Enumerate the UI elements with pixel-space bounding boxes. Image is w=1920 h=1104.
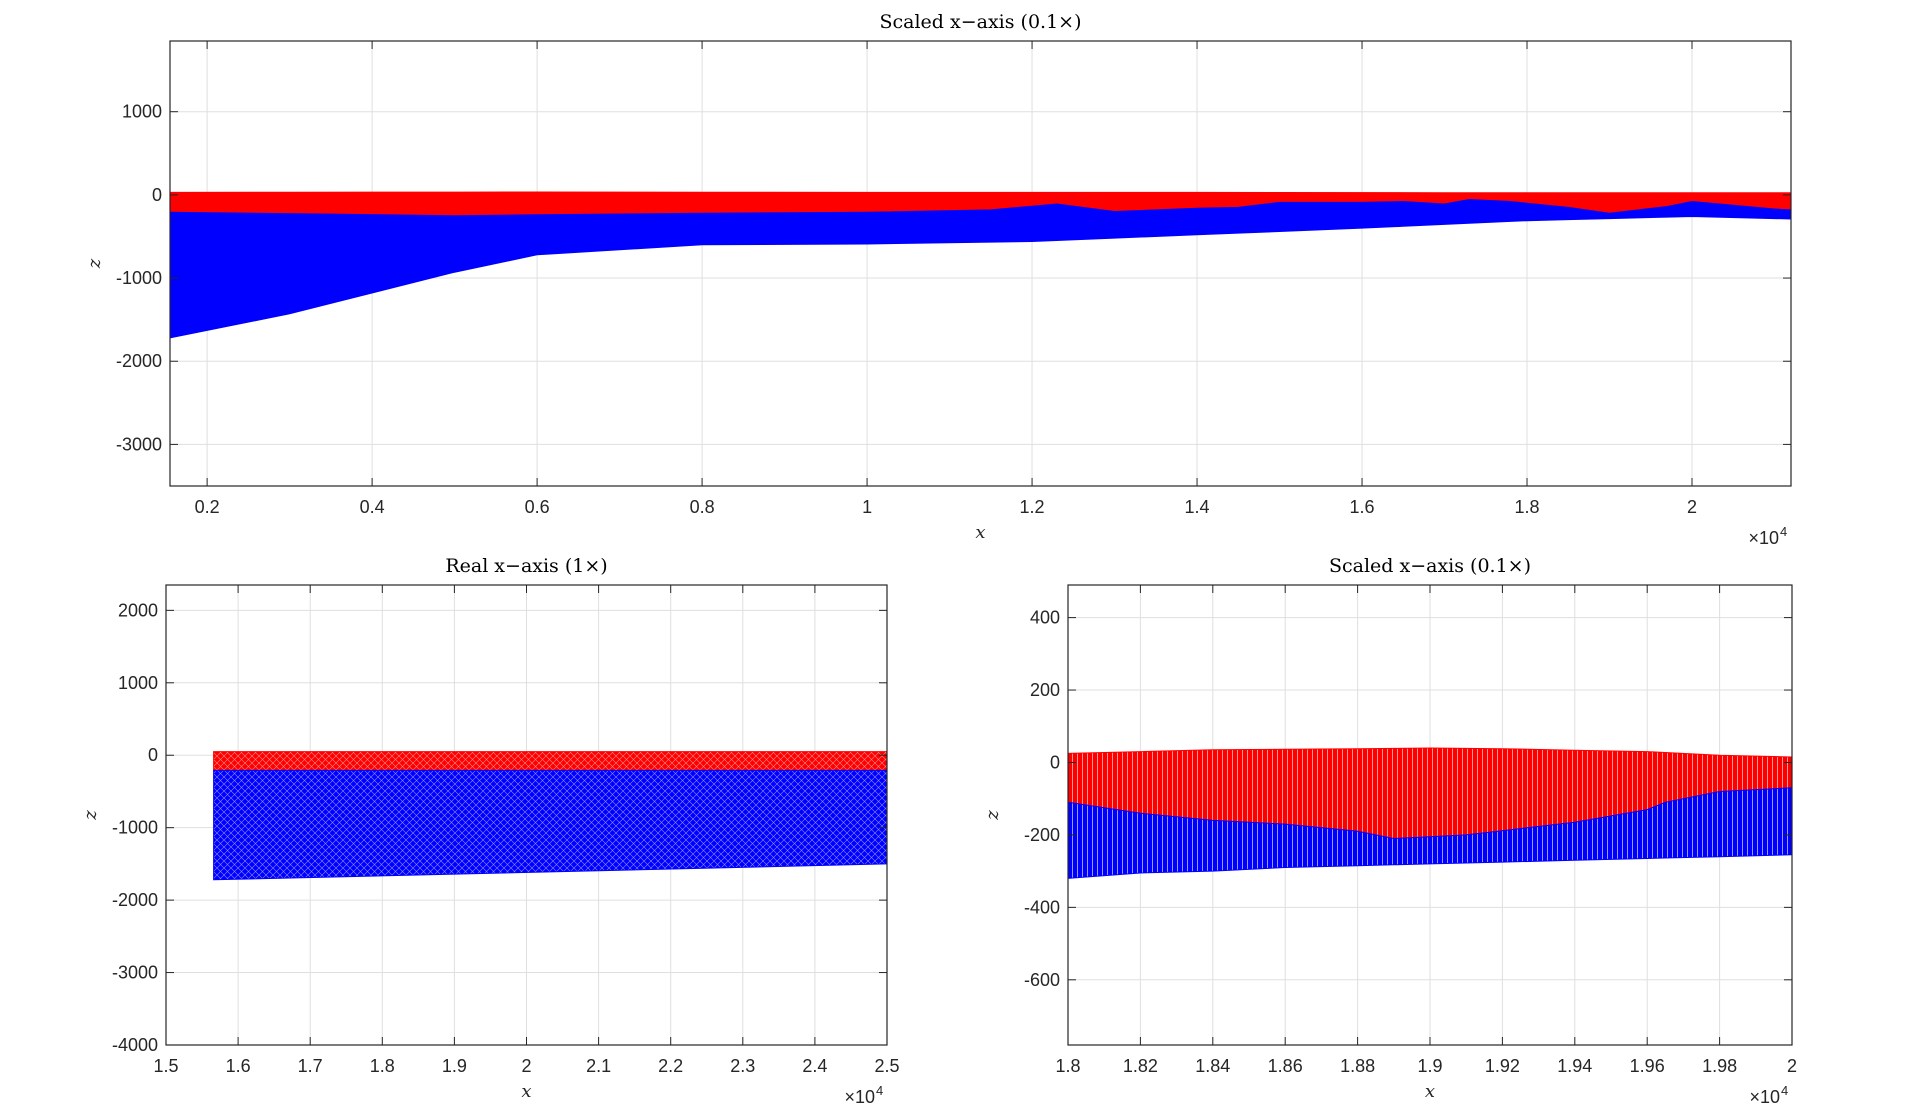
x-tick-label: 1.8 bbox=[1055, 1056, 1080, 1076]
y-tick-label: -200 bbox=[1024, 825, 1060, 845]
x-tick-label: 0.4 bbox=[360, 497, 385, 517]
x-tick-label: 2.1 bbox=[586, 1056, 611, 1076]
y-tick-label: -3000 bbox=[116, 434, 162, 454]
y-tick-label: -2000 bbox=[112, 890, 158, 910]
plot-area bbox=[1068, 747, 1792, 879]
y-tick-label: 2000 bbox=[118, 600, 158, 620]
axes-box bbox=[169, 40, 1792, 487]
x-tick-label: 1.88 bbox=[1340, 1056, 1375, 1076]
chart-title: Real x−axis (1×) bbox=[445, 555, 607, 577]
y-tick-label: -1000 bbox=[116, 268, 162, 288]
area-series-2 bbox=[1068, 787, 1792, 879]
y-tick-label: -4000 bbox=[112, 1035, 158, 1055]
x-tick-label: 2 bbox=[1687, 497, 1697, 517]
plot-area bbox=[170, 191, 1791, 339]
y-tick-label: -3000 bbox=[112, 963, 158, 983]
plot-area bbox=[213, 751, 887, 881]
x-axis-multiplier-exponent: 4 bbox=[1780, 524, 1787, 539]
chart-panel-1: 0.2 0.4 0.6 0.8 1 1.2 1.4 1.6 1.8 2 1000 0 -1000 -200… bbox=[84, 11, 1792, 548]
area-series-2 bbox=[170, 198, 1791, 339]
x-tick-label: 1.82 bbox=[1123, 1056, 1158, 1076]
x-tick-label: 1.92 bbox=[1485, 1056, 1520, 1076]
x-tick-label: 1 bbox=[862, 497, 872, 517]
x-axis-multiplier-exponent: 4 bbox=[876, 1083, 883, 1098]
x-tick-label: 2.3 bbox=[730, 1056, 755, 1076]
x-tick-label: 1.8 bbox=[1515, 497, 1540, 517]
x-tick-label: 2.2 bbox=[658, 1056, 683, 1076]
x-tick-label: 2 bbox=[521, 1056, 531, 1076]
y-tick-label: -400 bbox=[1024, 897, 1060, 917]
area-series-1 bbox=[213, 751, 887, 771]
x-tick-label: 2.5 bbox=[874, 1056, 899, 1076]
x-tick-label: 1.86 bbox=[1268, 1056, 1303, 1076]
x-axis-multiplier: ×10 bbox=[1749, 1087, 1780, 1104]
chart-panel-2: 1.5 1.6 1.7 1.8 1.9 2 2.1 2.2 2.3 2.4 2.5 2000 1000 0… bbox=[80, 555, 900, 1104]
x-tick-label: 0.6 bbox=[525, 497, 550, 517]
y-tick-label: 400 bbox=[1030, 608, 1060, 628]
x-axis-label: x bbox=[1425, 1081, 1435, 1102]
x-tick-label: 1.4 bbox=[1185, 497, 1210, 517]
area-series-2 bbox=[213, 769, 887, 881]
chart-title: Scaled x−axis (0.1×) bbox=[879, 11, 1081, 33]
x-tick-label: 1.6 bbox=[226, 1056, 251, 1076]
x-axis-multiplier-exponent: 4 bbox=[1781, 1083, 1788, 1098]
x-tick-label: 1.8 bbox=[370, 1056, 395, 1076]
x-tick-label: 2 bbox=[1787, 1056, 1797, 1076]
x-tick-label: 2.4 bbox=[802, 1056, 827, 1076]
x-tick-label: 1.9 bbox=[1417, 1056, 1442, 1076]
y-axis-label: z bbox=[84, 258, 105, 269]
x-tick-label: 1.5 bbox=[153, 1056, 178, 1076]
y-tick-label: 0 bbox=[1050, 752, 1060, 772]
y-tick-label: 200 bbox=[1030, 680, 1060, 700]
x-tick-label: 0.2 bbox=[195, 497, 220, 517]
y-tick-label: -1000 bbox=[112, 818, 158, 838]
x-axis-label: x bbox=[975, 522, 985, 543]
y-tick-label: -2000 bbox=[116, 351, 162, 371]
x-tick-label: 1.94 bbox=[1557, 1056, 1592, 1076]
y-axis-label: z bbox=[80, 810, 101, 821]
y-tick-label: -600 bbox=[1024, 970, 1060, 990]
chart-panel-3: 1.8 1.82 1.84 1.86 1.88 1.9 1.92 1.94 1.96 1.98 2 4… bbox=[982, 555, 1797, 1104]
x-axis-label: x bbox=[521, 1081, 531, 1102]
y-tick-label: 0 bbox=[152, 185, 162, 205]
x-tick-label: 1.96 bbox=[1630, 1056, 1665, 1076]
x-tick-label: 1.98 bbox=[1702, 1056, 1737, 1076]
y-axis-label: z bbox=[982, 810, 1003, 821]
y-tick-label: 0 bbox=[148, 745, 158, 765]
x-tick-label: 1.7 bbox=[298, 1056, 323, 1076]
y-tick-label: 1000 bbox=[122, 102, 162, 122]
chart-title: Scaled x−axis (0.1×) bbox=[1329, 555, 1531, 577]
x-tick-label: 1.9 bbox=[442, 1056, 467, 1076]
x-axis-multiplier: ×10 bbox=[844, 1087, 875, 1104]
x-tick-label: 0.8 bbox=[690, 497, 715, 517]
x-axis-multiplier: ×10 bbox=[1748, 528, 1779, 548]
y-tick-label: 1000 bbox=[118, 673, 158, 693]
x-tick-label: 1.6 bbox=[1350, 497, 1375, 517]
x-tick-label: 1.84 bbox=[1195, 1056, 1230, 1076]
x-tick-label: 1.2 bbox=[1020, 497, 1045, 517]
